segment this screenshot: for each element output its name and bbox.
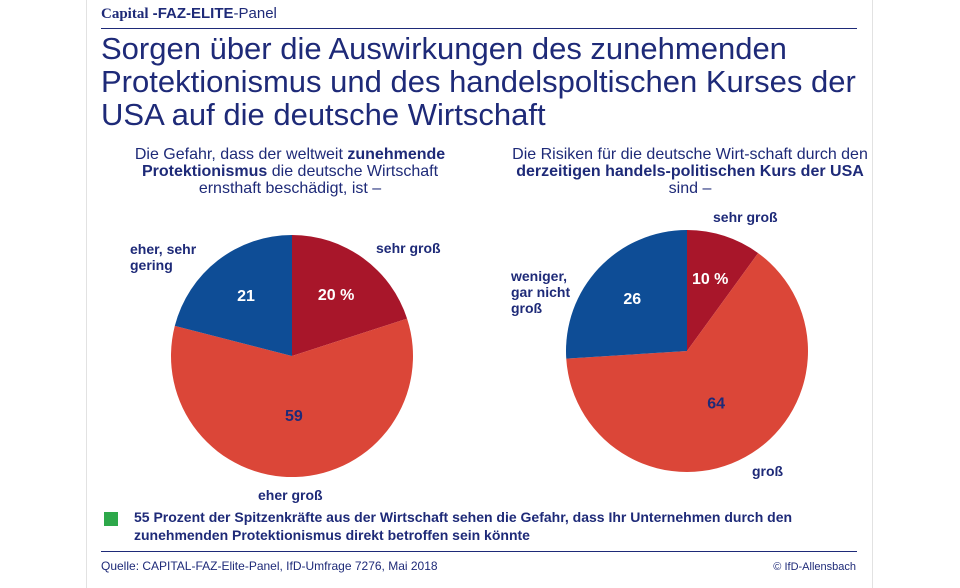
panel-border-right: [872, 0, 873, 588]
left-question-part-1: zunehmende Protektionismus: [141, 146, 446, 180]
left-pie-slice-eher-sehr-gering: [174, 235, 292, 356]
left-pie-value-eher-gross: 59: [285, 408, 303, 425]
right-pie-slice-weniger-gar-nicht-gross: [566, 230, 687, 359]
right-pie-value-sehr-gross: 10 %: [692, 271, 728, 288]
right-pie-chart: 10 % 64 26: [566, 230, 808, 472]
right-question: Die Risiken für die deutsche Wirt-schaft…: [510, 146, 870, 197]
left-question: Die Gefahr, dass der weltweit zunehmende…: [110, 146, 470, 197]
panel-border-left: [86, 0, 87, 588]
right-pie-slice-gross: [566, 253, 808, 472]
right-legend-weniger-gar-nicht-gross: weniger, gar nicht groß: [511, 268, 571, 316]
left-pie-slice-eher-gross: [170, 318, 413, 478]
right-pie-slice-sehr-gross: [687, 230, 759, 351]
footer-divider: [101, 551, 857, 552]
right-question-part-1: derzeitigen handels-politischen Kurs der…: [516, 163, 864, 180]
left-legend-sehr-gross: sehr groß: [376, 240, 441, 256]
right-pie-value-gross: 64: [707, 396, 725, 413]
left-question-part-2: die deutsche Wirtschaft ernsthaft beschä…: [198, 163, 439, 197]
header-divider: [101, 28, 857, 29]
left-legend-eher-gross: eher groß: [258, 487, 323, 503]
source-citation: Quelle: CAPITAL-FAZ-Elite-Panel, IfD-Umf…: [101, 559, 438, 573]
note-text: 55 Prozent der Spitzenkräfte aus der Wir…: [134, 509, 793, 543]
right-pie-value-weniger-gar-nicht-gross: 26: [623, 291, 641, 308]
left-pie-slice-sehr-gross: [292, 235, 408, 356]
note-marker-square: [104, 512, 118, 526]
right-question-part-2: sind –: [668, 180, 712, 197]
left-legend-eher-sehr-gering: eher, sehr gering: [130, 241, 197, 273]
capital-logo: Capital: [101, 6, 149, 22]
left-pie-chart: 20 % 59 21: [170, 235, 413, 478]
chart-title: Sorgen über die Auswirkungen des zunehme…: [101, 31, 856, 132]
copyright-notice: © IfD-Allensbach: [773, 561, 856, 573]
left-question-part-0: Die Gefahr, dass der weltweit: [134, 146, 348, 163]
panel-label: -Panel: [233, 5, 277, 22]
faz-elite-label: FAZ-ELITE: [157, 5, 234, 22]
header-dash: -: [148, 5, 158, 22]
right-legend-sehr-gross: sehr groß: [713, 209, 778, 225]
left-pie-value-eher-sehr-gering: 21: [237, 288, 255, 305]
right-legend-gross: groß: [752, 463, 784, 479]
publication-header: Capital -FAZ-ELITE-Panel: [101, 5, 277, 23]
left-pie-value-sehr-gross: 20 %: [318, 287, 354, 304]
right-question-part-0: Die Risiken für die deutsche Wirt-schaft…: [512, 146, 868, 163]
